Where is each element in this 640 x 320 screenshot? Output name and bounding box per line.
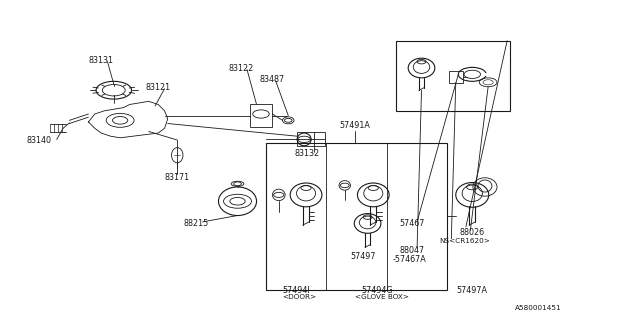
Text: 57494G: 57494G [362, 285, 394, 295]
Text: 83132: 83132 [294, 149, 320, 158]
Text: 83171: 83171 [164, 173, 189, 182]
Text: <DOOR>: <DOOR> [282, 294, 316, 300]
Bar [297, 132, 325, 146]
Text: A580001451: A580001451 [515, 305, 561, 310]
Bar [250, 105, 273, 127]
Text: 57467: 57467 [399, 219, 425, 228]
Text: 83122: 83122 [228, 63, 253, 73]
Text: 83131: 83131 [88, 56, 113, 65]
Text: NS<CR1620>: NS<CR1620> [439, 238, 490, 244]
Text: 57494I: 57494I [282, 285, 310, 295]
Bar [266, 142, 447, 290]
Text: <GLOVE BOX>: <GLOVE BOX> [355, 294, 409, 300]
Text: -57467A: -57467A [393, 255, 427, 264]
Text: 88026: 88026 [460, 228, 484, 237]
Text: 83140: 83140 [27, 136, 52, 146]
Text: 88047: 88047 [399, 246, 424, 255]
Text: 57491A: 57491A [339, 121, 371, 130]
Text: 57497A: 57497A [456, 285, 488, 295]
Text: 83121: 83121 [145, 83, 171, 92]
Text: 88215: 88215 [184, 219, 209, 228]
Text: 57497: 57497 [351, 252, 376, 261]
Text: 83487: 83487 [260, 75, 285, 84]
Bar [396, 41, 510, 111]
Bar [449, 71, 463, 83]
